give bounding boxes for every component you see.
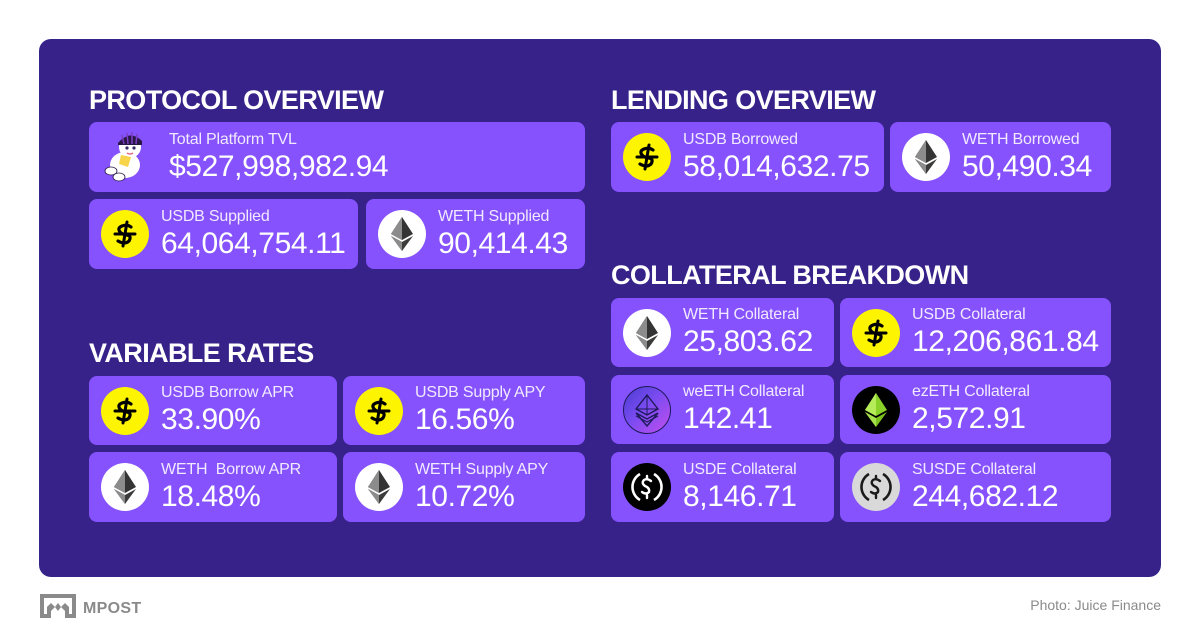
lending-overview-title: LENDING OVERVIEW [611,85,876,115]
weth-supplied-label: WETH Supplied [438,207,550,225]
weth-collateral-label: WETH Collateral [683,306,800,323]
weth-supplied-value: 90,414.43 [438,226,568,260]
usdb-collateral-label: USDB Collateral [912,306,1026,323]
usdb-borrow-apr-card[interactable]: USDB Borrow APR 33.90% [89,376,337,445]
usdb-icon [355,386,403,435]
tvl-label: Total Platform TVL [169,130,297,148]
weth-borrowed-card[interactable]: WETH Borrowed 50,490.34 [890,122,1111,192]
weeth-collateral-value: 142.41 [683,402,773,435]
juice-mascot-icon [97,127,157,187]
weth-supplied-card[interactable]: WETH Supplied 90,414.43 [366,199,585,269]
usdb-supply-apy-card[interactable]: USDB Supply APY 16.56% [343,376,585,445]
weth-borrow-apr-label: WETH Borrow APR [161,460,301,478]
usdb-icon [623,133,671,181]
usdb-supply-apy-value: 16.56% [415,403,515,436]
susde-icon [852,463,900,511]
weth-collateral-value: 25,803.62 [683,325,813,358]
eth-icon [378,210,426,258]
usdb-supplied-value: 64,064,754.11 [161,226,346,260]
weth-supply-apy-label: WETH Supply APY [415,460,549,478]
susde-collateral-label: SUSDE Collateral [912,460,1036,478]
usdb-borrowed-card[interactable]: USDB Borrowed 58,014,632.75 [611,122,884,192]
usdb-borrowed-label: USDB Borrowed [683,130,798,148]
usdb-collateral-card[interactable]: USDB Collateral 12,206,861.84 [840,298,1111,367]
usdb-borrow-apr-label: USDB Borrow APR [161,384,295,401]
total-tvl-card[interactable]: Total Platform TVL $527,998,982.94 [89,122,585,192]
usdb-supplied-card[interactable]: USDB Supplied 64,064,754.11 [89,199,358,269]
weth-collateral-card[interactable]: WETH Collateral 25,803.62 [611,298,834,367]
photo-credit: Photo: Juice Finance [1030,597,1161,613]
ezeth-icon [852,385,900,434]
usde-icon [623,463,671,511]
variable-rates-title: VARIABLE RATES [89,338,314,368]
usde-collateral-card[interactable]: USDE Collateral 8,146.71 [611,452,834,522]
weth-borrow-apr-card[interactable]: WETH Borrow APR 18.48% [89,452,337,522]
tvl-value: $527,998,982.94 [169,149,389,183]
usdb-collateral-value: 12,206,861.84 [912,325,1099,358]
usdb-supply-apy-label: USDB Supply APY [415,384,546,401]
mpost-logo-text: MPOST [83,599,142,617]
usdb-supplied-label: USDB Supplied [161,207,270,225]
eth-icon [902,133,950,181]
eth-icon [355,463,403,511]
usde-collateral-value: 8,146.71 [683,479,797,513]
ezeth-collateral-card[interactable]: ezETH Collateral 2,572.91 [840,375,1111,444]
usdb-icon [101,386,149,435]
weth-supply-apy-card[interactable]: WETH Supply APY 10.72% [343,452,585,522]
usdb-icon [852,308,900,357]
eth-icon [623,308,671,357]
susde-collateral-value: 244,682.12 [912,479,1059,513]
mpost-logo[interactable]: MPOST [39,593,141,624]
susde-collateral-card[interactable]: SUSDE Collateral 244,682.12 [840,452,1111,522]
usde-collateral-label: USDE Collateral [683,460,797,478]
weth-supply-apy-value: 10.72% [415,479,515,513]
usdb-borrowed-value: 58,014,632.75 [683,149,870,183]
weeth-collateral-card[interactable]: weETH Collateral 142.41 [611,375,834,444]
ezeth-collateral-value: 2,572.91 [912,402,1026,435]
protocol-overview-title: PROTOCOL OVERVIEW [89,85,384,115]
weeth-icon [623,385,671,434]
weth-borrowed-label: WETH Borrowed [962,130,1080,148]
weth-borrowed-value: 50,490.34 [962,149,1092,183]
weth-borrow-apr-value: 18.48% [161,479,261,513]
usdb-icon [101,210,149,258]
eth-icon [101,463,149,511]
mpost-logo-icon [39,593,77,624]
usdb-borrow-apr-value: 33.90% [161,403,261,436]
ezeth-collateral-label: ezETH Collateral [912,383,1030,400]
weeth-collateral-label: weETH Collateral [683,383,805,400]
collateral-breakdown-title: COLLATERAL BREAKDOWN [611,260,969,290]
